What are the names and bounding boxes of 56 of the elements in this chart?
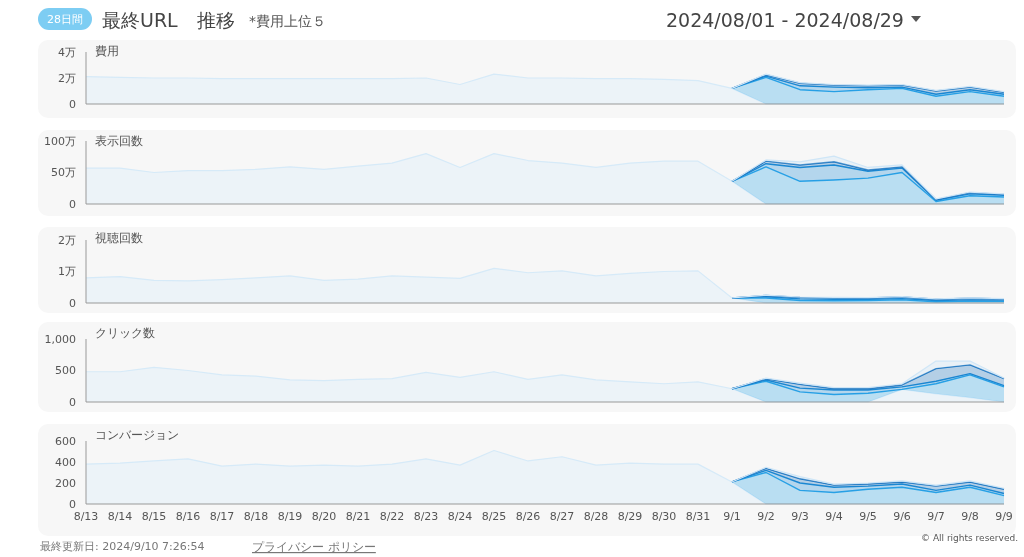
text: 最終更新日: 2024/9/10 7:26:54 — [40, 540, 205, 553]
text: プライバシー ポリシー — [252, 540, 376, 554]
chart-title: 最終URL 推移 — [102, 9, 235, 31]
x-tick-label: 8/25 — [481, 510, 507, 523]
x-tick-label: 8/16 — [175, 510, 201, 523]
y-axis-title: 視聴回数 — [95, 231, 143, 245]
x-tick-label: 9/7 — [927, 510, 945, 523]
x-tick-label: 8/24 — [447, 510, 473, 523]
x-tick-label: 8/17 — [209, 510, 235, 523]
x-tick-label: 8/23 — [413, 510, 439, 523]
text: 2024/08/01 - 2024/08/29 — [666, 9, 904, 31]
x-tick-label: 9/1 — [723, 510, 741, 523]
y-tick-label: 500 — [55, 364, 76, 378]
x-tick-label: 9/6 — [893, 510, 911, 523]
x-tick-label: 8/30 — [651, 510, 677, 523]
y-tick-label: 1,000 — [44, 332, 76, 346]
x-tick-label: 8/21 — [345, 510, 371, 523]
y-tick-label: 0 — [69, 296, 76, 310]
x-tick-label: 8/15 — [141, 510, 167, 523]
x-tick-label: 8/26 — [515, 510, 541, 523]
x-tick-label: 8/27 — [549, 510, 575, 523]
x-tick-label: 8/31 — [685, 510, 711, 523]
y-axis-title: 費用 — [95, 44, 119, 58]
y-tick-label: 0 — [69, 497, 76, 511]
y-tick-label: 1万 — [58, 265, 76, 279]
y-tick-label: 400 — [55, 455, 76, 469]
y-axis-title: コンバージョン — [95, 428, 179, 442]
y-axis-title: クリック数 — [95, 326, 155, 340]
y-tick-label: 100万 — [44, 134, 76, 148]
text: © All rights reserved. — [921, 533, 1018, 543]
x-tick-label: 8/20 — [311, 510, 337, 523]
y-tick-label: 4万 — [58, 45, 76, 59]
x-tick-label: 9/8 — [961, 510, 979, 523]
x-tick-label: 9/3 — [791, 510, 809, 523]
y-tick-label: 2万 — [58, 71, 76, 85]
y-tick-label: 0 — [69, 97, 76, 111]
x-tick-label: 9/2 — [757, 510, 775, 523]
x-tick-label: 8/29 — [617, 510, 643, 523]
text: 28日間 — [47, 13, 83, 26]
chart-subtitle: *費用上位５ — [249, 13, 326, 29]
y-tick-label: 600 — [55, 434, 76, 448]
y-tick-label: 200 — [55, 476, 76, 490]
y-tick-label: 0 — [69, 395, 76, 409]
x-tick-label: 8/18 — [243, 510, 269, 523]
x-tick-label: 8/19 — [277, 510, 303, 523]
x-tick-label: 8/14 — [107, 510, 133, 523]
x-tick-label: 8/13 — [73, 510, 99, 523]
y-tick-label: 0 — [69, 197, 76, 211]
y-axis-title: 表示回数 — [95, 134, 143, 148]
y-tick-label: 2万 — [58, 233, 76, 247]
x-tick-label: 8/22 — [379, 510, 405, 523]
x-tick-label: 9/9 — [995, 510, 1013, 523]
x-tick-label: 8/28 — [583, 510, 609, 523]
x-tick-label: 9/4 — [825, 510, 843, 523]
y-tick-label: 50万 — [51, 166, 76, 180]
x-tick-label: 9/5 — [859, 510, 877, 523]
